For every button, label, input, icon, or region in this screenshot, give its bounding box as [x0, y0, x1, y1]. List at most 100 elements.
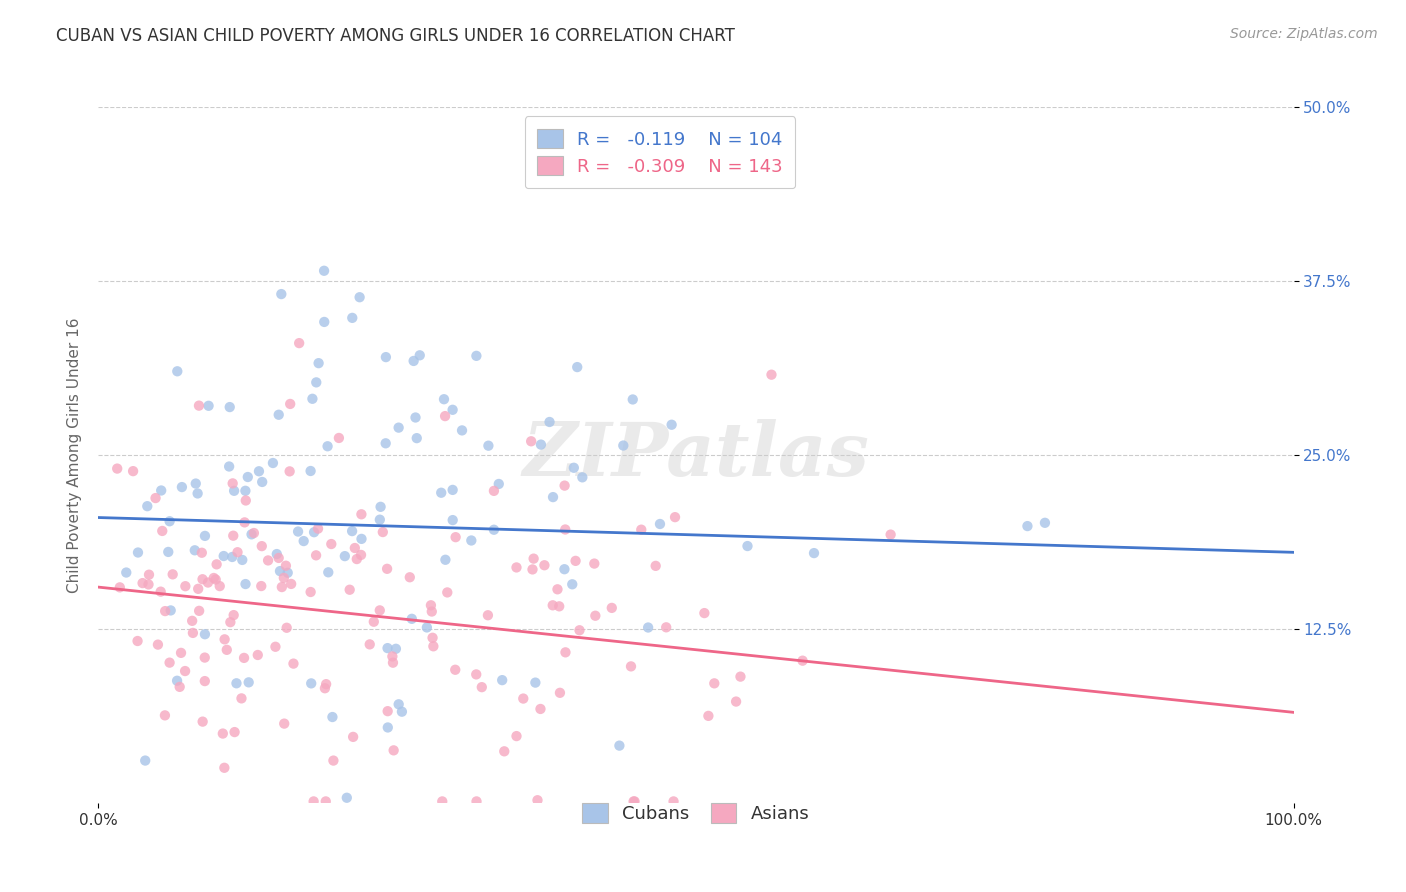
- Point: [243, 526, 266, 541]
- Point: [571, 470, 593, 484]
- Point: [600, 600, 623, 615]
- Point: [246, 648, 269, 662]
- Point: [127, 545, 149, 559]
- Point: [434, 409, 457, 423]
- Point: [170, 480, 193, 494]
- Point: [482, 523, 505, 537]
- Point: [233, 516, 256, 530]
- Point: [623, 794, 645, 808]
- Point: [105, 461, 128, 475]
- Point: [541, 490, 564, 504]
- Point: [159, 603, 181, 617]
- Point: [211, 726, 233, 740]
- Point: [218, 459, 240, 474]
- Point: [267, 408, 290, 422]
- Point: [308, 356, 330, 370]
- Point: [302, 525, 325, 540]
- Point: [146, 638, 169, 652]
- Point: [194, 674, 217, 689]
- Point: [174, 579, 197, 593]
- Point: [630, 523, 652, 537]
- Point: [422, 631, 444, 645]
- Point: [267, 551, 290, 566]
- Point: [465, 349, 488, 363]
- Point: [194, 650, 217, 665]
- Point: [250, 579, 273, 593]
- Point: [145, 491, 167, 505]
- Point: [529, 702, 551, 716]
- Point: [214, 761, 236, 775]
- Point: [276, 621, 298, 635]
- Point: [343, 541, 366, 555]
- Point: [170, 646, 193, 660]
- Point: [274, 558, 297, 573]
- Text: ZIPatlas: ZIPatlas: [523, 418, 869, 491]
- Point: [231, 553, 253, 567]
- Point: [221, 476, 243, 491]
- Point: [655, 620, 678, 634]
- Point: [444, 663, 467, 677]
- Point: [273, 716, 295, 731]
- Point: [494, 744, 516, 758]
- Point: [322, 754, 344, 768]
- Point: [512, 691, 534, 706]
- Point: [127, 634, 149, 648]
- Point: [662, 794, 685, 808]
- Point: [159, 656, 181, 670]
- Point: [541, 599, 564, 613]
- Point: [644, 558, 666, 573]
- Point: [583, 608, 606, 623]
- Point: [191, 714, 214, 729]
- Point: [388, 698, 411, 712]
- Point: [235, 493, 257, 508]
- Point: [693, 606, 716, 620]
- Point: [301, 392, 323, 406]
- Point: [526, 793, 548, 807]
- Point: [312, 264, 335, 278]
- Point: [530, 437, 553, 451]
- Point: [247, 464, 270, 478]
- Point: [283, 657, 305, 671]
- Point: [441, 402, 464, 417]
- Point: [226, 545, 249, 559]
- Point: [405, 410, 427, 425]
- Point: [150, 524, 173, 538]
- Point: [349, 290, 371, 304]
- Point: [257, 553, 280, 567]
- Point: [792, 654, 814, 668]
- Point: [150, 483, 173, 498]
- Point: [333, 549, 356, 563]
- Point: [287, 524, 309, 539]
- Point: [157, 545, 180, 559]
- Point: [382, 743, 405, 757]
- Point: [215, 643, 238, 657]
- Point: [433, 392, 456, 407]
- Point: [612, 438, 634, 452]
- Point: [520, 434, 543, 449]
- Point: [761, 368, 783, 382]
- Point: [184, 476, 207, 491]
- Point: [621, 392, 644, 407]
- Point: [422, 640, 444, 654]
- Point: [568, 624, 591, 638]
- Point: [359, 637, 381, 651]
- Point: [368, 513, 391, 527]
- Point: [561, 577, 583, 591]
- Point: [441, 513, 464, 527]
- Point: [321, 710, 343, 724]
- Point: [436, 585, 458, 599]
- Point: [250, 475, 273, 489]
- Point: [648, 516, 671, 531]
- Point: [131, 576, 153, 591]
- Point: [194, 529, 217, 543]
- Point: [697, 709, 720, 723]
- Point: [292, 534, 315, 549]
- Point: [524, 675, 547, 690]
- Point: [548, 686, 571, 700]
- Point: [299, 676, 322, 690]
- Point: [546, 582, 568, 597]
- Point: [305, 376, 328, 390]
- Point: [350, 508, 373, 522]
- Y-axis label: Child Poverty Among Girls Under 16: Child Poverty Among Girls Under 16: [66, 318, 82, 592]
- Point: [187, 582, 209, 596]
